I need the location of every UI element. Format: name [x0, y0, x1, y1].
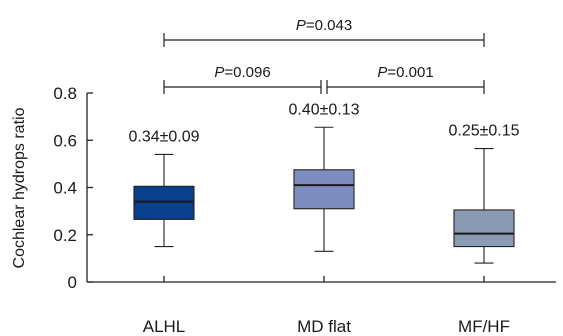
- comparison-bracket: P=0.043: [163, 17, 485, 47]
- p-symbol: P: [296, 17, 306, 34]
- axes: 0 0.2 0.4 0.6 0.8 ALHL MD flat MF/HF: [53, 84, 556, 336]
- mean-sd-label: 0.34±0.09: [128, 128, 199, 145]
- p-symbol: P: [214, 64, 224, 81]
- y-tick-label: 0.4: [53, 179, 77, 198]
- mean-sd-label: 0.40±0.13: [288, 101, 359, 118]
- bracket-line: [163, 80, 322, 94]
- y-tick-label: 0.8: [53, 84, 77, 103]
- y-tick-label: 0.2: [53, 226, 77, 245]
- p-value-label: P=0.001: [377, 64, 433, 81]
- comparison-bracket: P=0.001: [326, 64, 485, 94]
- y-tick-label: 0: [68, 273, 77, 292]
- bracket-line: [326, 80, 485, 94]
- box-iqr: [133, 185, 195, 220]
- x-tick-label: MF/HF: [458, 317, 510, 336]
- mean-sd-label: 0.25±0.15: [448, 123, 519, 140]
- box-iqr: [293, 169, 355, 210]
- x-tick-label: MD flat: [297, 317, 351, 336]
- box-md-flat: 0.40±0.13: [288, 101, 360, 252]
- y-tick-label: 0.6: [53, 131, 77, 150]
- p-symbol: P: [377, 64, 387, 81]
- comparison-bracket: P=0.096: [163, 64, 322, 94]
- bracket-line: [163, 33, 485, 47]
- box-mf-hf: 0.25±0.15: [448, 123, 520, 264]
- boxes: 0.34±0.09 0.40±0.13 0.25±0.15: [128, 101, 520, 264]
- p-value: =0.096: [224, 64, 270, 81]
- p-value-label: P=0.043: [296, 17, 352, 34]
- x-tick-label: ALHL: [143, 317, 186, 336]
- p-value-label: P=0.096: [214, 64, 270, 81]
- box-alhl: 0.34±0.09: [128, 128, 200, 248]
- box-iqr: [453, 209, 515, 248]
- p-value: =0.043: [306, 17, 352, 34]
- p-value: =0.001: [387, 64, 433, 81]
- y-axis-label: Cochlear hydrops ratio: [11, 107, 28, 268]
